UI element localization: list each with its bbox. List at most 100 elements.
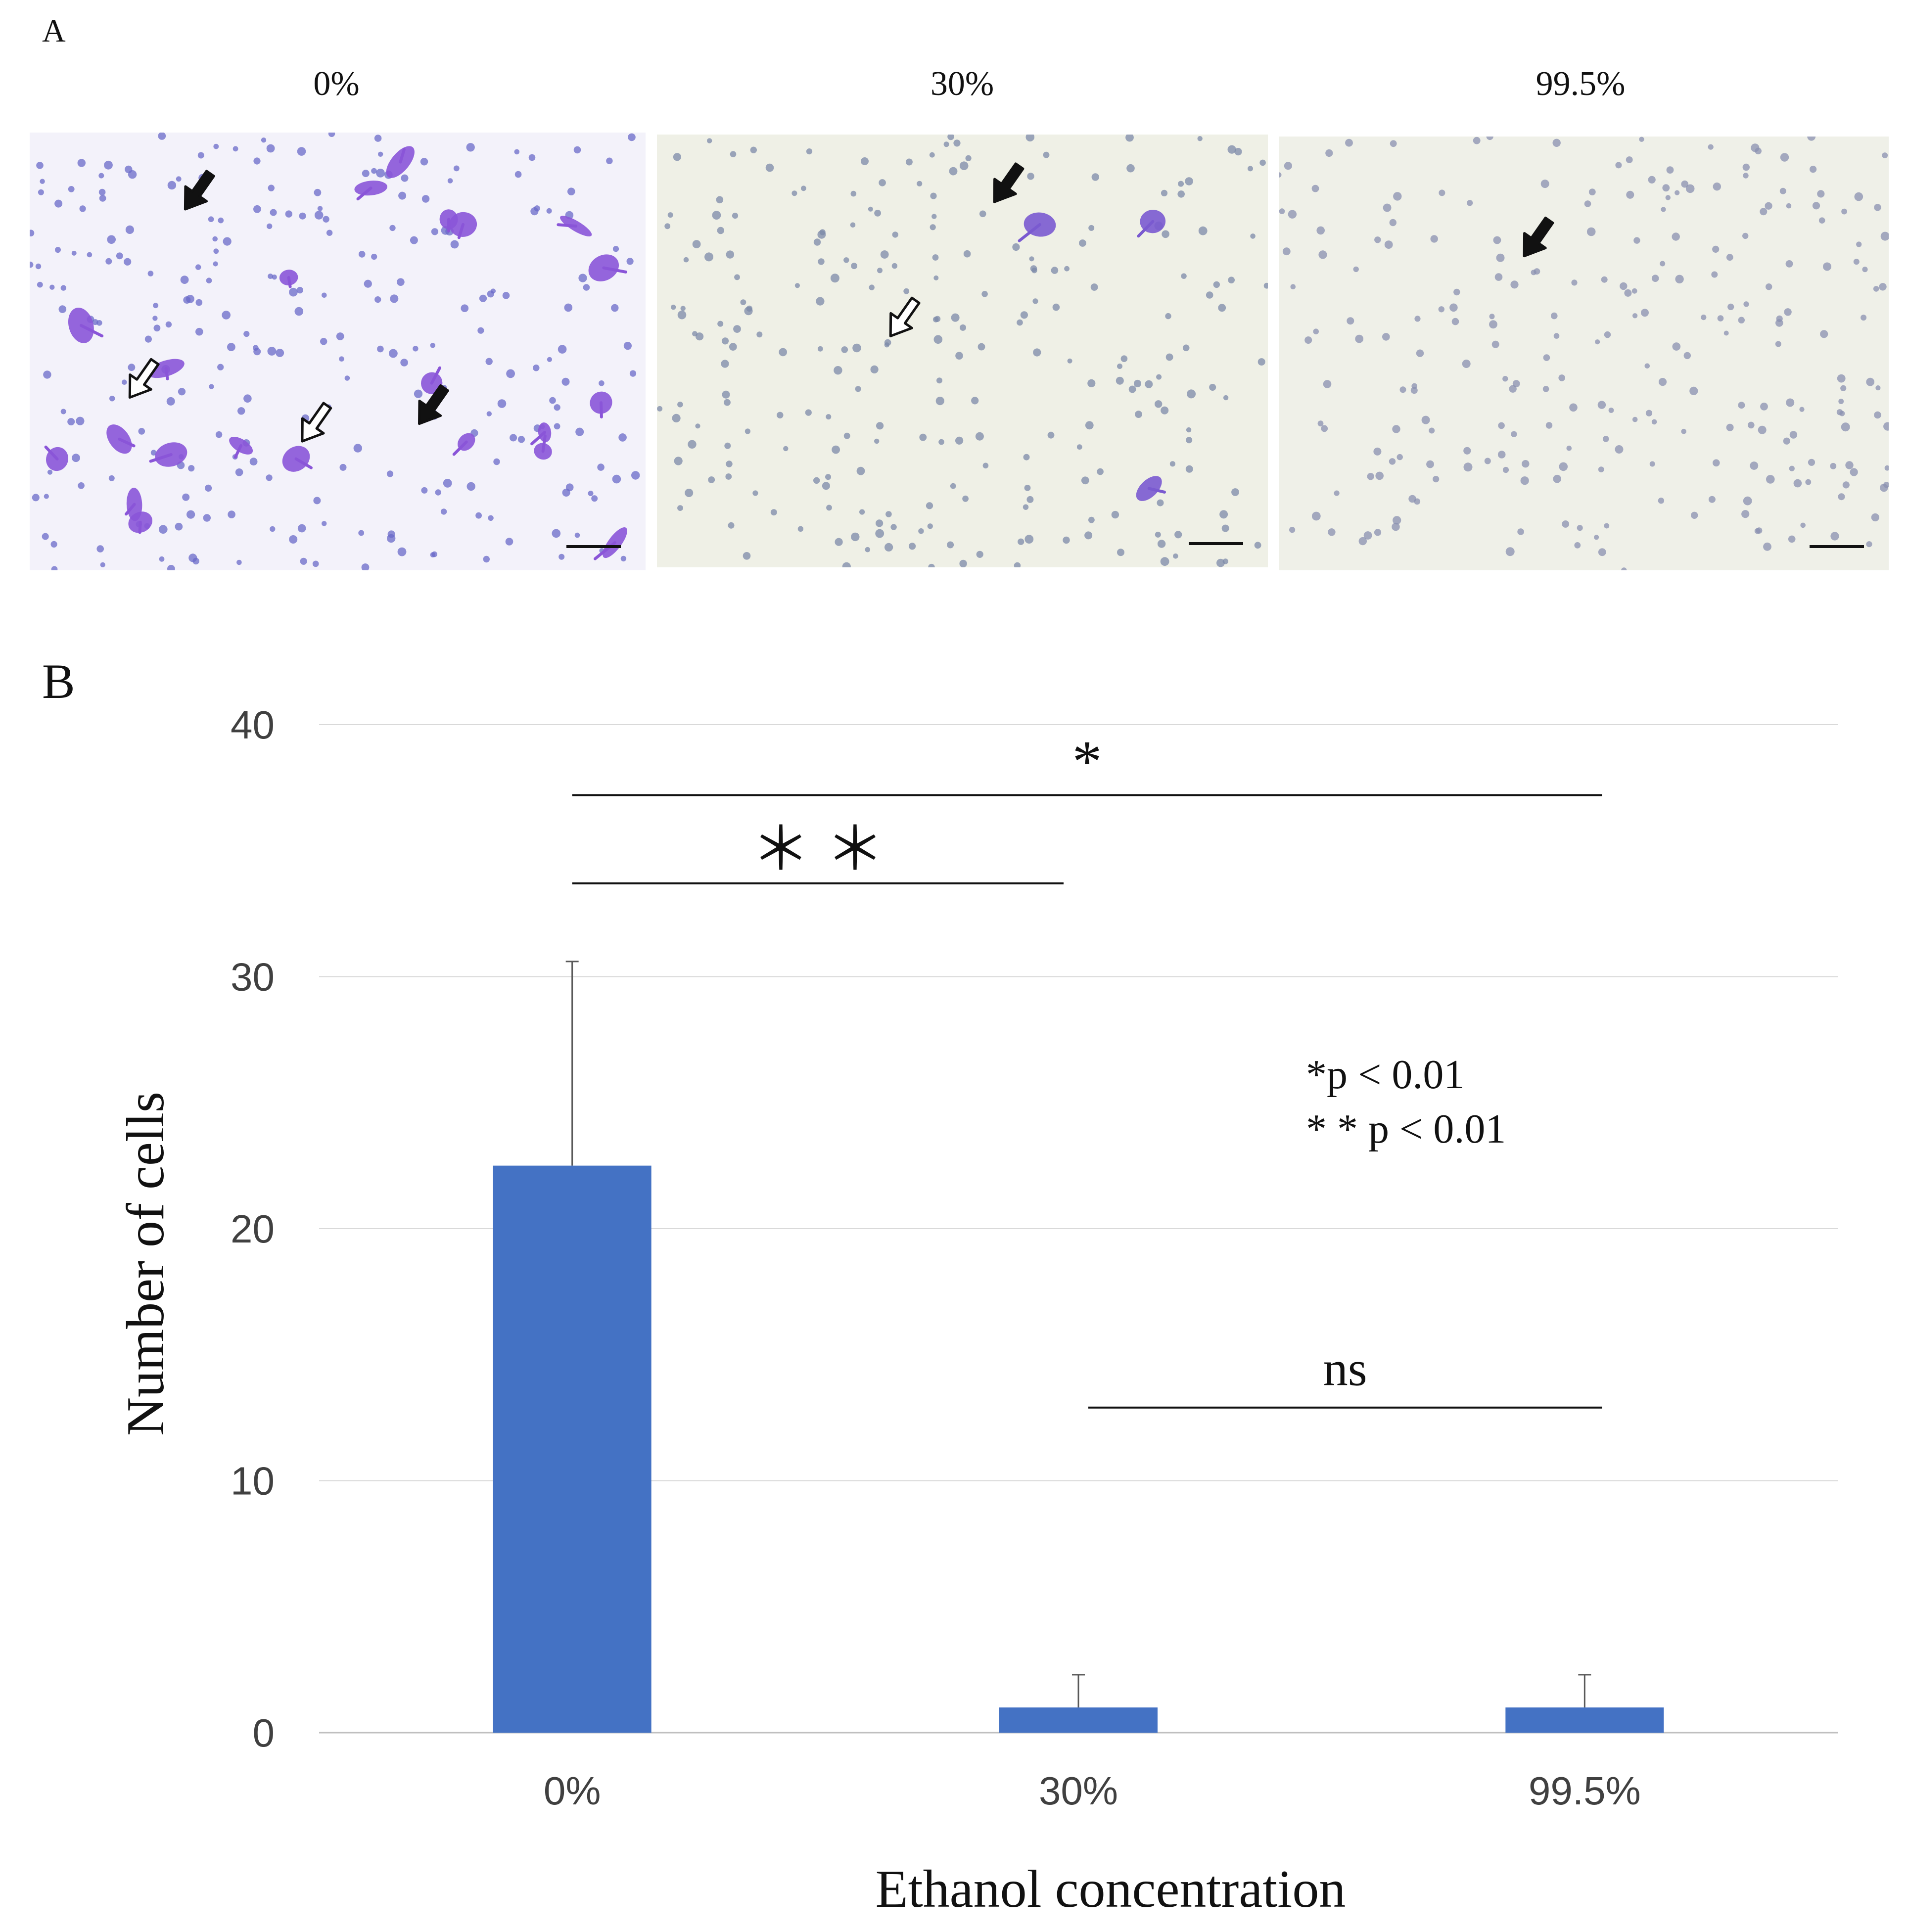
pore-nucleus <box>552 529 561 538</box>
pore-nucleus <box>868 206 873 212</box>
pore-nucleus <box>1789 465 1795 471</box>
pore-nucleus <box>98 188 106 196</box>
x-tick-label: 0% <box>544 1769 601 1813</box>
pore-nucleus <box>1779 187 1786 194</box>
pore-nucleus <box>549 397 556 404</box>
pore-nucleus <box>1248 166 1253 172</box>
pore-nucleus <box>1542 386 1549 392</box>
pore-nucleus <box>268 184 275 191</box>
pore-nucleus <box>960 324 966 331</box>
pore-nucleus <box>547 357 552 362</box>
pore-nucleus <box>223 237 232 246</box>
pore-nucleus <box>486 411 492 416</box>
pore-nucleus <box>533 365 540 371</box>
pore-nucleus <box>1741 510 1750 518</box>
pore-nucleus <box>1853 259 1860 265</box>
pore-nucleus <box>1681 180 1688 188</box>
pore-nucleus <box>1284 162 1292 170</box>
pore-nucleus <box>1738 402 1745 409</box>
pore-nucleus <box>339 463 347 471</box>
pore-nucleus <box>323 216 329 223</box>
pore-nucleus <box>933 335 943 344</box>
pore-nucleus <box>1157 540 1166 548</box>
pore-nucleus <box>1850 468 1858 476</box>
pore-nucleus <box>1182 344 1190 352</box>
pore-nucleus <box>1430 235 1438 243</box>
pore-nucleus <box>1880 483 1888 492</box>
pore-nucleus <box>770 509 777 516</box>
pore-nucleus <box>1620 282 1628 290</box>
pore-nucleus <box>1783 437 1790 445</box>
pore-nucleus <box>358 530 365 536</box>
pore-nucleus <box>1392 425 1400 433</box>
pore-nucleus <box>1288 210 1297 219</box>
pore-nucleus <box>178 388 186 396</box>
pore-nucleus <box>574 532 580 538</box>
pore-nucleus <box>195 299 203 306</box>
pore-nucleus <box>704 252 713 262</box>
pore-nucleus <box>108 475 115 481</box>
pore-nucleus <box>752 490 758 496</box>
pore-nucleus <box>1178 181 1184 187</box>
pore-nucleus <box>1392 522 1400 531</box>
pore-nucleus <box>374 135 382 142</box>
pore-nucleus <box>479 294 487 302</box>
pore-nucleus <box>905 158 913 166</box>
pore-nucleus <box>1662 184 1670 192</box>
black-arrow-icon <box>418 384 449 425</box>
pore-nucleus <box>1155 531 1161 538</box>
pore-nucleus <box>125 225 134 234</box>
pore-nucleus <box>1754 528 1761 534</box>
pore-nucleus <box>599 380 605 386</box>
pore-nucleus <box>554 404 560 411</box>
white-arrow-icon <box>889 296 921 337</box>
pore-nucleus <box>99 195 106 202</box>
cell-process <box>1018 223 1041 242</box>
pore-nucleus <box>683 257 689 263</box>
pore-nucleus <box>410 236 418 244</box>
pore-nucleus <box>1651 275 1659 282</box>
pore-nucleus <box>386 470 394 477</box>
pore-nucleus <box>1345 138 1353 147</box>
pore-nucleus <box>1228 276 1235 283</box>
pore-nucleus <box>297 524 306 533</box>
pore-nucleus <box>1389 219 1396 227</box>
pore-nucleus <box>1111 510 1119 519</box>
pore-nucleus <box>270 209 277 216</box>
pore-nucleus <box>488 515 494 521</box>
pore-nucleus <box>558 345 567 354</box>
pore-nucleus <box>213 261 218 267</box>
pore-nucleus <box>105 258 112 265</box>
pore-nucleus <box>680 306 686 311</box>
pore-nucleus <box>962 495 969 502</box>
pore-nucleus <box>266 474 273 481</box>
pore-nucleus <box>1067 358 1072 364</box>
pore-nucleus <box>562 488 570 497</box>
y-tick-label: 40 <box>231 703 275 747</box>
pore-nucleus <box>485 358 493 365</box>
pore-nucleus <box>851 263 857 270</box>
pore-nucleus <box>213 143 219 149</box>
pore-nucleus <box>1033 348 1041 357</box>
pore-nucleus <box>561 377 570 386</box>
pore-nucleus <box>320 338 327 345</box>
pore-nucleus <box>1185 177 1193 185</box>
pore-nucleus <box>1231 488 1239 496</box>
pore-nucleus <box>629 370 637 377</box>
pore-nucleus <box>67 418 75 426</box>
pore-nucleus <box>253 205 261 213</box>
pore-nucleus <box>1748 421 1755 429</box>
pore-nucleus <box>1743 301 1749 307</box>
pore-nucleus <box>514 171 522 178</box>
pore-nucleus <box>1743 496 1752 506</box>
pore-nucleus <box>497 399 507 408</box>
pore-nucleus <box>934 316 941 322</box>
pore-nucleus <box>855 386 861 392</box>
micrograph-title-1: 30% <box>930 65 994 103</box>
pore-nucleus <box>1685 184 1695 193</box>
significance-label: ns <box>1323 1341 1367 1396</box>
pore-nucleus <box>1304 336 1312 344</box>
pore-nucleus <box>389 349 398 358</box>
pore-nucleus <box>726 250 734 259</box>
pore-nucleus <box>1316 226 1325 235</box>
